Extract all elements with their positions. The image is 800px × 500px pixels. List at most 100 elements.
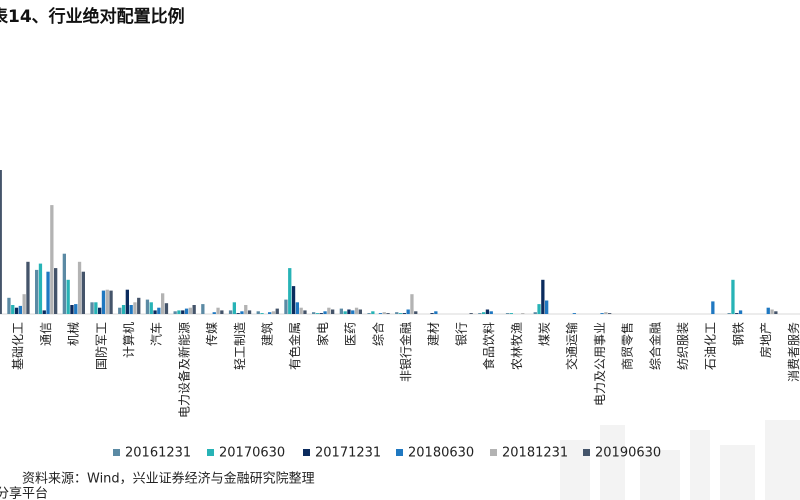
bar (509, 313, 513, 314)
x-tick-label: 综合金融 (647, 322, 662, 370)
bar (572, 313, 576, 314)
bar (232, 302, 236, 314)
legend-label: 20170630 (219, 446, 285, 461)
bar (244, 305, 248, 314)
bar (268, 312, 272, 314)
bar (11, 305, 15, 314)
bar (371, 311, 375, 314)
x-tick-label: 综合 (370, 322, 385, 346)
bar (731, 279, 735, 314)
bar (315, 313, 320, 314)
legend-label: 20181231 (502, 446, 568, 461)
bar (35, 269, 39, 314)
bar (482, 312, 486, 314)
bar (98, 307, 102, 314)
bar (323, 311, 327, 314)
bar (406, 309, 410, 314)
bar (118, 307, 122, 314)
bar (354, 307, 359, 314)
bar (398, 313, 403, 314)
bar (101, 290, 106, 314)
bar (608, 313, 612, 314)
bar (157, 307, 161, 314)
bar (319, 313, 323, 314)
bar (505, 313, 510, 314)
bar (105, 289, 109, 314)
legend-swatch (583, 449, 590, 456)
bar (312, 312, 316, 314)
bar (537, 304, 541, 314)
x-tick-label: 电力设备及新能源 (176, 322, 191, 418)
x-tick-label: 食品饮料 (481, 322, 496, 370)
bar (188, 307, 192, 314)
bar (489, 311, 493, 314)
bar (533, 312, 537, 314)
bar (247, 310, 252, 314)
legend-label: 20190630 (595, 446, 661, 461)
bar (173, 311, 177, 314)
bar (177, 310, 181, 314)
x-tick-label: 家电 (315, 322, 330, 346)
bar (14, 307, 19, 314)
bar (212, 312, 216, 314)
bar (735, 313, 739, 314)
chart-title: 表14、行业绝对配置比例 (0, 6, 185, 27)
x-tick-label: 建材 (427, 322, 441, 346)
bar (386, 313, 390, 314)
legend-swatch (207, 449, 214, 456)
legend-swatch (303, 449, 310, 456)
bar (469, 313, 473, 314)
bar (521, 313, 525, 314)
x-tick-label: 机械 (66, 322, 81, 346)
x-tick-label: 农林牧渔 (510, 322, 524, 370)
x-tick-label: 轻工制造 (233, 322, 247, 370)
bar (74, 304, 78, 314)
x-tick-label: 有色金属 (287, 322, 302, 370)
x-tick-label: 消费者服务 (786, 322, 800, 382)
legend-swatch (490, 449, 497, 456)
bar (38, 263, 43, 314)
bar (485, 309, 490, 314)
bar (81, 271, 85, 314)
bar (240, 311, 244, 314)
bar (260, 313, 264, 314)
x-tick-label: 煤炭 (538, 322, 552, 346)
bar (42, 310, 46, 314)
bar (738, 310, 743, 314)
bar (70, 305, 74, 314)
bar (367, 313, 371, 314)
bar (192, 305, 196, 314)
x-tick-label: 银行 (454, 322, 468, 346)
x-tick-label: 医药 (344, 322, 358, 346)
bar (295, 302, 299, 314)
bar (299, 307, 303, 314)
bar (216, 307, 220, 314)
bar (284, 299, 288, 314)
bar (236, 313, 240, 314)
bar (358, 309, 362, 314)
bar (774, 311, 778, 314)
bar (378, 313, 383, 314)
x-tick-label: 基础化工 (11, 322, 25, 370)
bar (347, 309, 351, 314)
footer: 分享平台 (0, 486, 48, 500)
x-tick-label: 电力及公用事业 (593, 322, 607, 406)
bar (109, 290, 113, 314)
bar (256, 311, 260, 314)
bar (121, 305, 126, 314)
bar (303, 310, 307, 314)
x-tick-label: 汽车 (149, 322, 164, 346)
bar (382, 312, 386, 314)
bar (402, 313, 406, 314)
bar (600, 313, 604, 314)
bar (181, 310, 185, 314)
bar (339, 308, 343, 314)
bar (90, 302, 94, 314)
x-tick-label: 通信 (39, 322, 53, 346)
bar (137, 297, 141, 314)
bar (18, 305, 22, 314)
bar (327, 307, 331, 314)
legend-label: 20180630 (408, 446, 474, 461)
bar (164, 303, 169, 314)
bar (545, 300, 549, 314)
